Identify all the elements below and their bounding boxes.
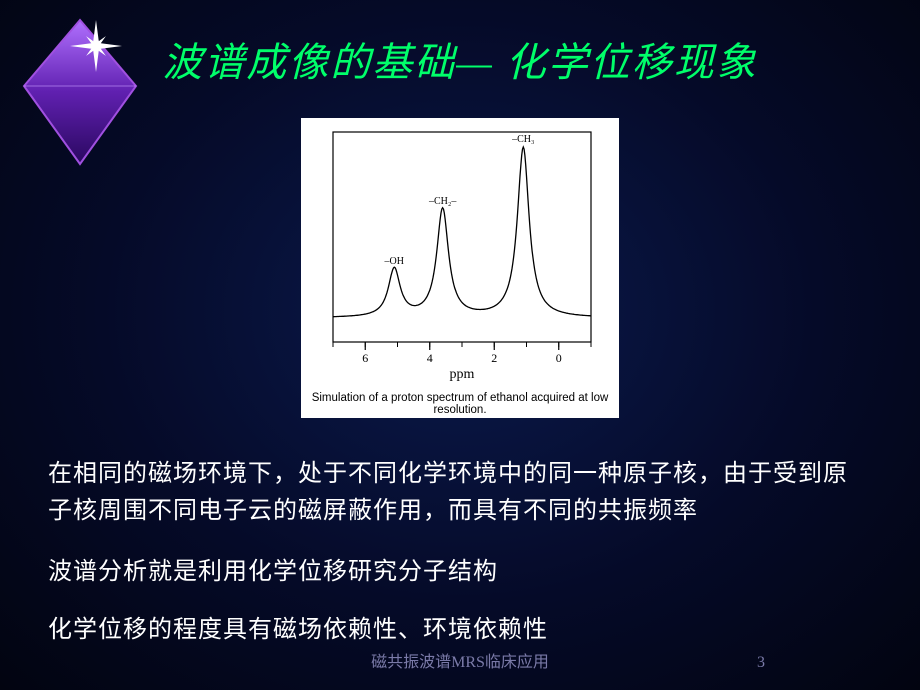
svg-text:–CH₂–: –CH₂– <box>428 196 457 207</box>
paragraph-1: 在相同的磁场环境下，处于不同化学环境中的同一种原子核，由于受到原子核周围不同电子… <box>48 456 872 530</box>
footer-text: 磁共振波谱MRS临床应用 <box>371 648 549 672</box>
paragraph-2: 波谱分析就是利用化学位移研究分子结构 <box>48 554 872 591</box>
svg-text:6: 6 <box>362 351 368 365</box>
svg-text:–OH: –OH <box>384 256 404 267</box>
svg-text:–CH₃: –CH₃ <box>511 134 534 145</box>
svg-text:ppm: ppm <box>450 367 475 382</box>
slide-title: 波谱成像的基础— 化学位移现象 <box>0 30 920 88</box>
page-number: 3 <box>757 654 765 672</box>
svg-text:4: 4 <box>427 351 433 365</box>
paragraph-3: 化学位移的程度具有磁场依赖性、环境依赖性 <box>48 612 872 649</box>
spectrum-plot: 6 4 2 0 ppm –OH –CH₂– –CH₃ <box>301 118 619 386</box>
spectrum-figure: 6 4 2 0 ppm –OH –CH₂– –CH₃ Simulation of a prot… <box>295 112 625 424</box>
svg-text:0: 0 <box>556 351 562 365</box>
svg-text:2: 2 <box>491 351 497 365</box>
figure-caption: Simulation of a proton spectrum of ethan… <box>301 386 619 418</box>
